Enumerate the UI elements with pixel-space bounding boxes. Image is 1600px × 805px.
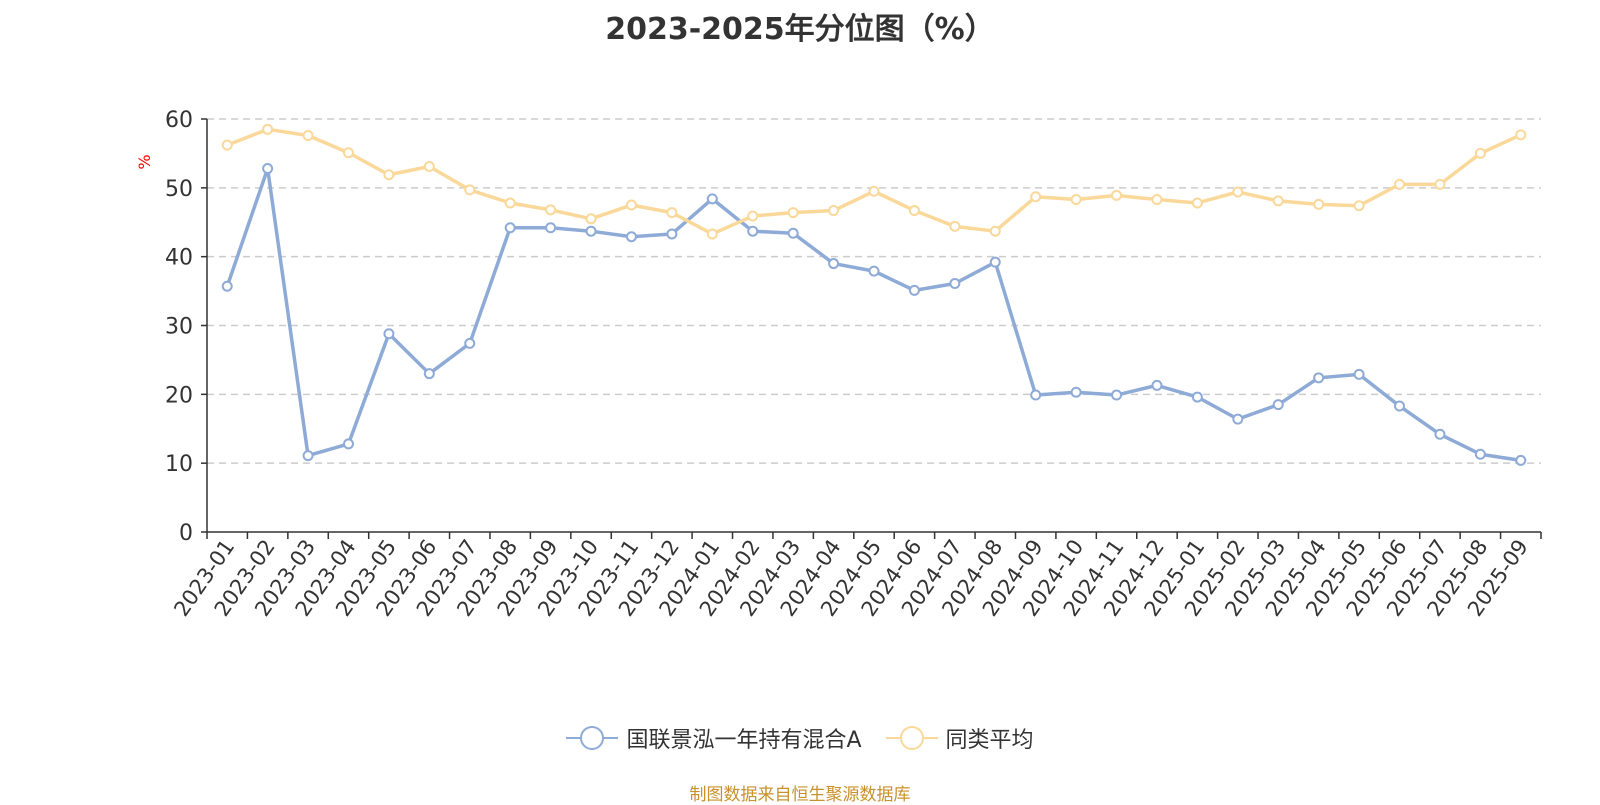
data-point <box>908 205 920 217</box>
legend-label-fund: 国联景泓一年持有混合A <box>626 728 862 753</box>
legend-label-average: 同类平均 <box>945 728 1034 753</box>
y-tick-label: 30 <box>165 315 193 340</box>
data-point <box>666 207 678 219</box>
data-point <box>868 265 880 277</box>
data-point <box>262 123 274 135</box>
data-point <box>1353 368 1365 380</box>
data-point <box>787 207 799 219</box>
data-point <box>302 130 314 142</box>
data-point <box>1272 195 1284 207</box>
data-point <box>828 258 840 270</box>
legend-marker-fund <box>566 726 619 750</box>
data-point <box>221 280 233 292</box>
data-point <box>1151 379 1163 391</box>
axes: 0102030405060%2023-012023-022023-032023-… <box>135 108 1542 621</box>
data-point <box>464 337 476 349</box>
series-0 <box>221 163 1527 466</box>
y-axis-label: % <box>135 154 154 169</box>
data-point <box>1434 428 1446 440</box>
data-point <box>504 222 516 234</box>
data-point <box>585 225 597 237</box>
y-tick-label: 60 <box>165 108 193 133</box>
series-lines <box>221 123 1527 466</box>
data-point <box>1111 189 1123 201</box>
data-point <box>1394 178 1406 190</box>
y-tick-label: 0 <box>179 521 193 546</box>
data-point <box>706 193 718 205</box>
data-point <box>302 450 314 462</box>
data-point <box>666 228 678 240</box>
data-point <box>989 225 1001 237</box>
data-point <box>908 284 920 296</box>
data-point <box>383 328 395 340</box>
data-point <box>1313 372 1325 384</box>
data-point <box>747 210 759 222</box>
data-point <box>1070 386 1082 398</box>
data-point <box>342 147 354 159</box>
y-tick-label: 10 <box>165 452 193 477</box>
data-point <box>625 231 637 243</box>
source-note: 制图数据来自恒生聚源数据库 <box>689 785 911 805</box>
data-point <box>342 438 354 450</box>
data-point <box>747 225 759 237</box>
data-point <box>949 278 961 290</box>
data-point <box>1353 200 1365 212</box>
data-point <box>1030 389 1042 401</box>
data-point <box>1313 198 1325 210</box>
data-point <box>1151 194 1163 206</box>
data-point <box>1474 147 1486 159</box>
data-point <box>868 185 880 197</box>
data-point <box>1191 197 1203 209</box>
y-tick-label: 40 <box>165 246 193 271</box>
data-point <box>423 160 435 172</box>
data-point <box>545 222 557 234</box>
legend-item-fund[interactable]: 国联景泓一年持有混合A <box>566 722 862 754</box>
data-point <box>706 228 718 240</box>
data-point <box>1030 191 1042 203</box>
data-point <box>1394 400 1406 412</box>
data-point <box>1111 389 1123 401</box>
data-point <box>625 199 637 211</box>
data-point <box>1515 129 1527 141</box>
data-point <box>383 169 395 181</box>
series-1 <box>221 123 1527 240</box>
data-point <box>949 220 961 232</box>
data-point <box>585 213 597 225</box>
data-point <box>1232 186 1244 198</box>
data-point <box>545 204 557 216</box>
data-point <box>1191 391 1203 403</box>
data-point <box>828 205 840 217</box>
data-point <box>1474 448 1486 460</box>
data-point <box>262 163 274 175</box>
data-point <box>1070 194 1082 206</box>
data-point <box>989 256 1001 268</box>
legend: 国联景泓一年持有混合A 同类平均 <box>0 722 1600 754</box>
series-line <box>225 166 1522 463</box>
data-point <box>504 197 516 209</box>
data-point <box>1434 178 1446 190</box>
legend-marker-average <box>885 726 938 750</box>
data-point <box>221 139 233 151</box>
data-point <box>464 184 476 196</box>
y-tick-label: 50 <box>165 177 193 202</box>
data-point <box>1272 399 1284 411</box>
legend-item-average[interactable]: 同类平均 <box>885 722 1034 754</box>
y-tick-label: 20 <box>165 383 193 408</box>
data-point <box>787 227 799 239</box>
data-point <box>1515 454 1527 466</box>
data-point <box>1232 413 1244 425</box>
series-line <box>226 127 1522 236</box>
chart-title: 2023-2025年分位图（%） <box>605 12 995 47</box>
data-point <box>423 368 435 380</box>
